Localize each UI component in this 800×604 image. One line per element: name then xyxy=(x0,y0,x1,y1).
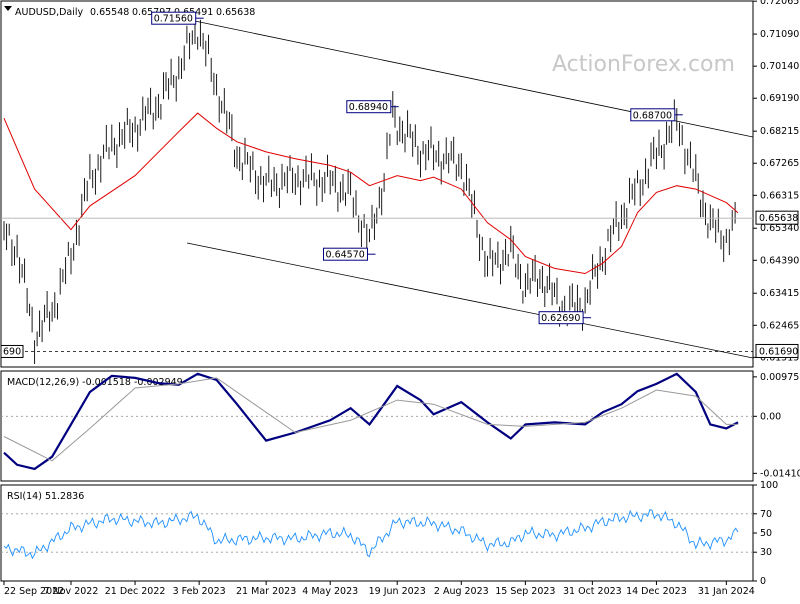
x-tick-label: 2 Aug 2023 xyxy=(434,586,489,597)
price-annotation-label: 0.71560 xyxy=(154,14,193,25)
x-tick-label: 3 Feb 2023 xyxy=(173,586,226,597)
current-price-tag xyxy=(755,210,799,225)
x-tick-label: 31 Oct 2023 xyxy=(563,586,622,597)
price-y-tick-label: 0.67265 xyxy=(760,158,799,169)
title-icon xyxy=(4,6,12,11)
price-y-tick-label: 0.64390 xyxy=(760,255,799,266)
watermark: ActionForex.com xyxy=(552,52,735,77)
rsi-line xyxy=(3,509,739,560)
rsi-y-tick-label: 50 xyxy=(760,528,772,539)
x-tick-label: 21 Dec 2022 xyxy=(105,586,166,597)
support-left-label: 690 xyxy=(3,346,21,357)
macd-title: MACD(12,26,9) -0.001518 -0.002949 xyxy=(7,377,183,388)
rsi-title: RSI(14) 51.2836 xyxy=(7,491,84,502)
macd-line xyxy=(3,372,739,471)
macd-y-tick-label: 0.009751 xyxy=(760,372,800,383)
macd-y-tick-label: 0.00 xyxy=(760,411,781,422)
rsi-y-tick-label: 30 xyxy=(760,547,772,558)
rsi-series-layer: 100 70 50 30 0 xyxy=(1,480,778,587)
price-y-tick-label: 0.65340 xyxy=(760,223,799,234)
channel-lower-trendline xyxy=(186,242,754,359)
rsi-y-tick-label: 0 xyxy=(760,576,766,587)
price-y-tick-label: 0.68215 xyxy=(760,126,799,137)
x-tick-label: 21 Mar 2023 xyxy=(236,586,296,597)
rsi-panel xyxy=(0,484,754,582)
ohlc-close: 0.65638 xyxy=(216,7,255,18)
price-y-tick-label: 0.69190 xyxy=(760,93,799,104)
price-series-layer: 0.72065 0.71090 0.70140 0.69190 0.68215 0.672… xyxy=(0,0,799,364)
x-tick-label: 31 Jan 2024 xyxy=(698,586,755,597)
macd-panel xyxy=(0,370,754,482)
price-annotation-label: 0.62690 xyxy=(541,313,580,324)
price-y-tick-label: 0.62465 xyxy=(760,320,799,331)
macd-y-tick-label: -0.014107 xyxy=(760,468,800,479)
price-title: AUDUSD,Daily xyxy=(15,7,84,18)
price-y-tick-label: 0.71090 xyxy=(760,29,799,40)
moving-average-line xyxy=(3,112,739,275)
price-panel xyxy=(0,0,754,368)
price-annotation-label: 0.68940 xyxy=(349,102,388,113)
rsi-y-tick-label: 100 xyxy=(760,480,778,491)
price-bars-group xyxy=(3,17,736,364)
price-annotation-label: 0.64570 xyxy=(326,250,365,261)
x-tick-label: 22 Sep 2022 xyxy=(4,586,64,597)
support-price-label: 0.61690 xyxy=(759,346,798,357)
price-annotation-label: 0.68700 xyxy=(633,110,672,121)
current-price-label: 0.65638 xyxy=(759,213,798,224)
x-tick-label: 14 Dec 2023 xyxy=(626,586,687,597)
price-y-tick-label: 0.63415 xyxy=(760,288,799,299)
macd-signal-line xyxy=(3,377,738,462)
support-price-tag xyxy=(755,343,799,358)
price-y-tick-label: 0.66315 xyxy=(760,190,799,201)
macd-series-layer: 0.009751 0.00 -0.014107 xyxy=(1,372,800,479)
ohlc-open: 0.65548 xyxy=(90,7,129,18)
rsi-y-tick-label: 70 xyxy=(760,509,772,520)
x-tick-label: 19 Jun 2023 xyxy=(369,586,426,597)
x-tick-label: 4 May 2023 xyxy=(302,586,358,597)
price-y-tick-label: 0.70140 xyxy=(760,61,799,72)
x-tick-label: 15 Sep 2023 xyxy=(495,586,555,597)
x-tick-label: 7 Nov 2022 xyxy=(44,586,99,597)
support-left-tag xyxy=(0,344,24,358)
price-y-tick-label: 0.72065 xyxy=(760,0,799,7)
